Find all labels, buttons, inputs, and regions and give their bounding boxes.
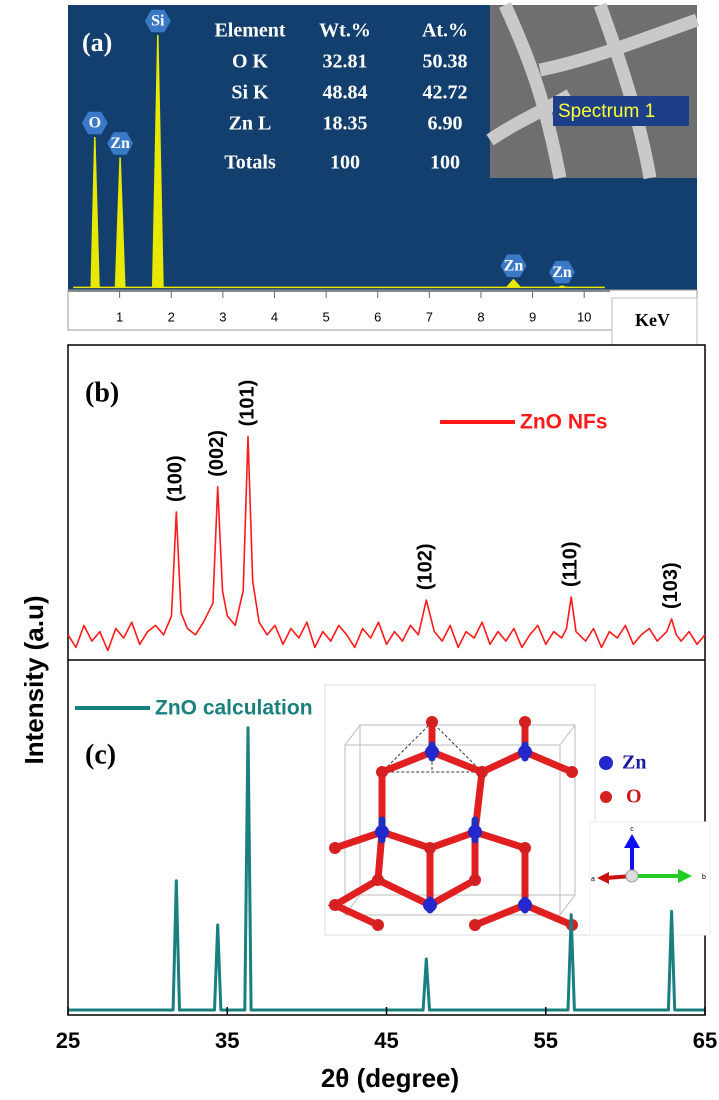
unit-box: [611, 297, 698, 346]
spectrum-label-box: [553, 96, 689, 126]
x-tick-label: 45: [374, 1028, 398, 1053]
table-cell: 18.35: [323, 113, 368, 135]
x-tick-label: 55: [534, 1028, 558, 1053]
panel-label: (b): [85, 377, 119, 408]
peak-badge: [107, 132, 134, 155]
legend-label: ZnO NFs: [520, 411, 608, 434]
peak-badge: [549, 260, 575, 284]
x-axis-label: KeV: [635, 310, 670, 330]
inset-axis-label: b: [702, 874, 706, 881]
peak-label: (100): [165, 455, 187, 502]
sem-fibers: [486, 2, 700, 180]
x-tick-label: 2: [168, 309, 175, 324]
x-tick-label: 6: [374, 309, 381, 324]
table-cell: 48.84: [323, 82, 368, 104]
x-tick-label: 3: [219, 309, 226, 324]
peak-label: Zn: [504, 257, 524, 274]
table-cell: Totals: [224, 152, 276, 174]
table-cell: 6.90: [428, 113, 463, 135]
table-header: Element: [214, 20, 285, 42]
x-tick-label: 7: [426, 309, 433, 324]
peak-label: Si: [151, 13, 165, 30]
x-tick-label: 8: [477, 309, 484, 324]
x-axis-label: 2θ (degree): [321, 1063, 459, 1093]
panel-label: (c): [85, 739, 116, 770]
spectrum-label: Spectrum 1: [558, 101, 655, 122]
y-axis-label: Intensity (a.u): [19, 595, 49, 764]
panel-label: (a): [82, 28, 112, 57]
peak-badge: [81, 111, 108, 135]
table-header: Wt.%: [319, 20, 371, 42]
table-header: At.%: [422, 20, 468, 42]
x-tick-label: 5: [322, 309, 329, 324]
spectrum: [73, 34, 605, 289]
table-cell: 50.38: [423, 51, 468, 73]
peak-badge: [500, 254, 527, 278]
crystal-inset: [324, 684, 613, 936]
peak-label: (103): [660, 562, 682, 609]
inset-axis-label: a: [591, 876, 595, 883]
series-line: [68, 726, 705, 1012]
peak-label: (002): [206, 430, 228, 477]
panel-a-axis-strip: [67, 289, 698, 331]
x-tick-label: 9: [529, 309, 536, 324]
axis-triad: [589, 821, 711, 936]
inset-legend-label: Zn: [622, 752, 646, 774]
legend-label: ZnO calculation: [155, 697, 313, 720]
table-cell: Si K: [231, 82, 269, 104]
x-tick-label: 35: [215, 1028, 239, 1053]
table-cell: Zn L: [229, 113, 272, 135]
peak-label: Zn: [552, 264, 572, 281]
x-tick-label: 10: [577, 309, 591, 324]
table-cell: 100: [430, 152, 460, 174]
x-tick-label: 4: [271, 309, 278, 324]
peak-badge: [144, 9, 171, 33]
table-cell: 42.72: [423, 82, 468, 104]
table-cell: 32.81: [323, 51, 368, 73]
peak-label: (101): [236, 380, 258, 427]
x-tick-label: 65: [693, 1028, 717, 1053]
table-cell: 100: [330, 152, 360, 174]
peak-label: (110): [559, 541, 581, 587]
x-tick-label: 25: [56, 1028, 80, 1053]
x-tick-label: 1: [116, 309, 123, 324]
table-cell: O K: [232, 51, 269, 73]
peak-label: O: [89, 115, 101, 132]
series-line: [67, 435, 706, 652]
peak-label: (102): [415, 543, 437, 590]
peak-label: Zn: [110, 135, 130, 152]
inset-axis-label: c: [630, 826, 634, 833]
inset-legend-label: O: [626, 786, 642, 808]
